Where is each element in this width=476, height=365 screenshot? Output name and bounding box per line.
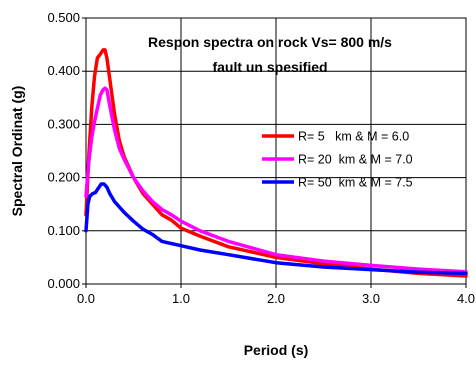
x-tick-label: 3.0: [362, 291, 380, 306]
x-tick-label: 2.0: [267, 291, 285, 306]
y-tick-label: 0.500: [47, 10, 80, 25]
x-axis-title: Period (s): [244, 342, 309, 358]
y-tick-label: 0.200: [47, 170, 80, 185]
x-tick-label: 0.0: [77, 291, 95, 306]
x-tick-label: 1.0: [172, 291, 190, 306]
legend-label-2: R= 20 km & M = 7.0: [298, 153, 413, 167]
chart-title-line-2: fault un spesified: [212, 59, 327, 75]
y-axis-title: Spectral Ordinat (g): [9, 86, 25, 217]
series-curves: [84, 48, 468, 278]
chart-title-line-1: Respon spectra on rock Vs= 800 m/s: [148, 34, 392, 50]
legend-label-3: R= 50 km & M = 7.5: [298, 176, 413, 190]
y-axis-ticks: 0.000 0.100 0.200 0.300 0.400 0.500: [47, 10, 86, 291]
y-tick-label: 0.100: [47, 223, 80, 238]
y-tick-label: 0.300: [47, 116, 80, 131]
y-tick-label: 0.000: [47, 276, 80, 291]
series-line-3: [84, 182, 468, 276]
x-tick-label: 4.0: [457, 291, 475, 306]
x-axis-ticks: 0.0 1.0 2.0 3.0 4.0: [77, 284, 475, 306]
series-line-2: [84, 86, 468, 274]
legend: R= 5 km & M = 6.0 R= 20 km & M = 7.0 R= 50…: [262, 130, 413, 190]
y-tick-label: 0.400: [47, 63, 80, 78]
legend-label-1: R= 5 km & M = 6.0: [298, 130, 409, 144]
